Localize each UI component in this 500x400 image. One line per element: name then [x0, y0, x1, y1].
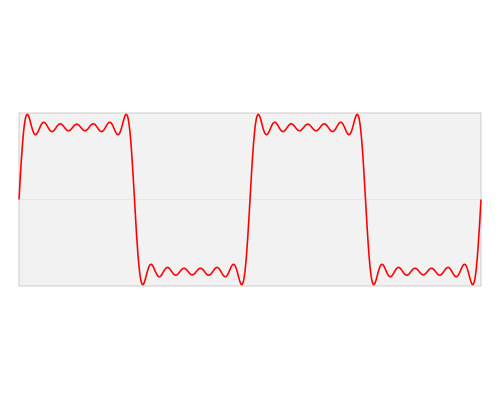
series-line-0 [18, 113, 482, 286]
series-layer [18, 113, 482, 286]
